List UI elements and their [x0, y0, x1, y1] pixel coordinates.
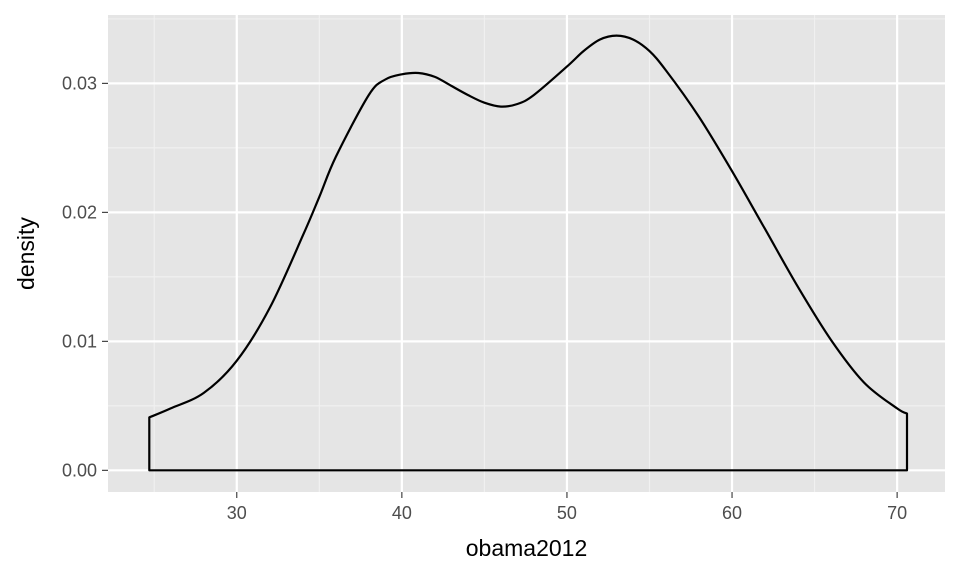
x-tick-label: 30: [227, 503, 247, 523]
y-axis-ticks: 0.00 0.01 0.02 0.03: [62, 73, 108, 480]
y-axis-title: density: [13, 217, 39, 290]
x-tick-label: 50: [557, 503, 577, 523]
minor-gridlines: [108, 15, 945, 492]
x-tick-label: 70: [887, 503, 907, 523]
density-curve: [148, 34, 909, 472]
x-tick-label: 60: [722, 503, 742, 523]
plot-panel: [108, 15, 945, 492]
y-tick-label: 0.01: [62, 331, 97, 351]
y-tick-label: 0.03: [62, 73, 97, 93]
y-tick-label: 0.02: [62, 202, 97, 222]
x-axis-title: obama2012: [466, 535, 588, 561]
x-tick-label: 40: [392, 503, 412, 523]
y-tick-label: 0.00: [62, 460, 97, 480]
x-axis-ticks: 30 40 50 60 70: [227, 492, 907, 523]
